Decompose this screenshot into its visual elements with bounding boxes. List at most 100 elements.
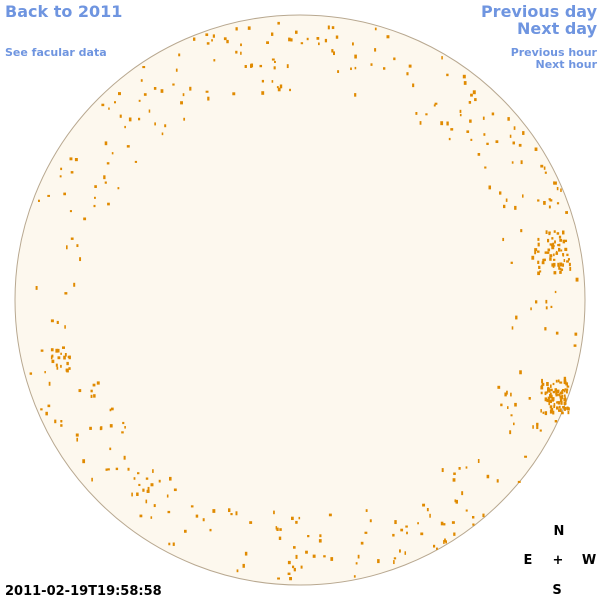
facula [207, 96, 210, 101]
facula [212, 34, 215, 38]
facula [60, 364, 62, 368]
facula [546, 382, 549, 386]
facula [167, 510, 171, 514]
facula [128, 117, 132, 122]
facula [488, 185, 492, 190]
facula [448, 137, 451, 141]
previous-hour-link[interactable]: Previous hour [511, 46, 598, 59]
facula [406, 531, 408, 535]
facula [511, 161, 514, 164]
facula [68, 367, 71, 370]
facula [564, 396, 566, 399]
facula [461, 491, 464, 496]
compass-north: N [554, 524, 565, 539]
facula [441, 468, 444, 473]
facula [354, 54, 357, 59]
facula [288, 37, 291, 42]
facula [66, 245, 68, 250]
facula [273, 510, 275, 515]
facula [514, 402, 517, 407]
facula [107, 468, 110, 471]
facula [546, 398, 550, 402]
compass-east: E [524, 553, 533, 568]
facula [392, 533, 395, 537]
facula [111, 152, 114, 155]
facula [274, 60, 276, 64]
facula [511, 326, 514, 330]
facula [472, 516, 475, 519]
facula [556, 232, 560, 235]
facula [138, 483, 141, 487]
facula [537, 260, 540, 264]
facula [228, 508, 231, 513]
facula [482, 116, 485, 120]
facula [548, 387, 550, 390]
facula [195, 514, 199, 518]
facula [538, 265, 541, 269]
facula [319, 534, 322, 538]
facula [60, 352, 62, 355]
facula [537, 242, 540, 247]
facula [56, 366, 59, 370]
facula [544, 411, 548, 416]
facula [549, 399, 552, 404]
facula [247, 26, 251, 30]
next-day-link[interactable]: Next day [517, 19, 598, 38]
facula [92, 383, 96, 387]
facula [213, 59, 216, 62]
facula [279, 528, 282, 531]
facula [515, 315, 518, 320]
facula [66, 368, 69, 373]
facula [316, 37, 320, 40]
facula [76, 244, 79, 248]
facula [145, 477, 149, 480]
facula [436, 547, 438, 550]
facula [408, 64, 412, 68]
facula [563, 401, 566, 406]
facula [563, 376, 567, 380]
facula [454, 499, 457, 503]
facula [193, 37, 196, 41]
facula [147, 486, 150, 491]
facula [223, 37, 227, 41]
facula [544, 251, 548, 254]
facula [287, 560, 291, 565]
facula [563, 394, 566, 397]
facula [169, 476, 172, 481]
facula [470, 93, 473, 97]
facula [556, 406, 559, 410]
facula [465, 509, 468, 512]
facular-data-link[interactable]: See facular data [5, 46, 107, 59]
facula [138, 117, 141, 121]
facula [300, 42, 304, 45]
facula [557, 262, 560, 267]
facula [518, 143, 522, 147]
facula [370, 63, 373, 66]
back-year-link[interactable]: Back to 2011 [5, 2, 122, 21]
facula [83, 217, 87, 221]
facula [550, 408, 554, 412]
facula [553, 404, 556, 409]
next-hour-link[interactable]: Next hour [536, 58, 598, 71]
facula [153, 87, 157, 90]
facula [470, 138, 473, 141]
facula [534, 248, 538, 252]
facula [540, 409, 542, 413]
facula [70, 237, 74, 240]
facula [374, 48, 377, 52]
facula [505, 198, 508, 202]
facula [126, 145, 130, 148]
facula [161, 132, 164, 136]
facula [543, 258, 546, 262]
facula [534, 250, 537, 255]
facula [365, 509, 368, 512]
facula [305, 550, 308, 554]
facula [189, 86, 192, 91]
facula [545, 391, 548, 394]
facula [563, 406, 567, 411]
facula [507, 406, 509, 409]
facula [405, 525, 408, 528]
previous-day-link[interactable]: Previous day [481, 2, 598, 21]
facula [558, 235, 562, 239]
